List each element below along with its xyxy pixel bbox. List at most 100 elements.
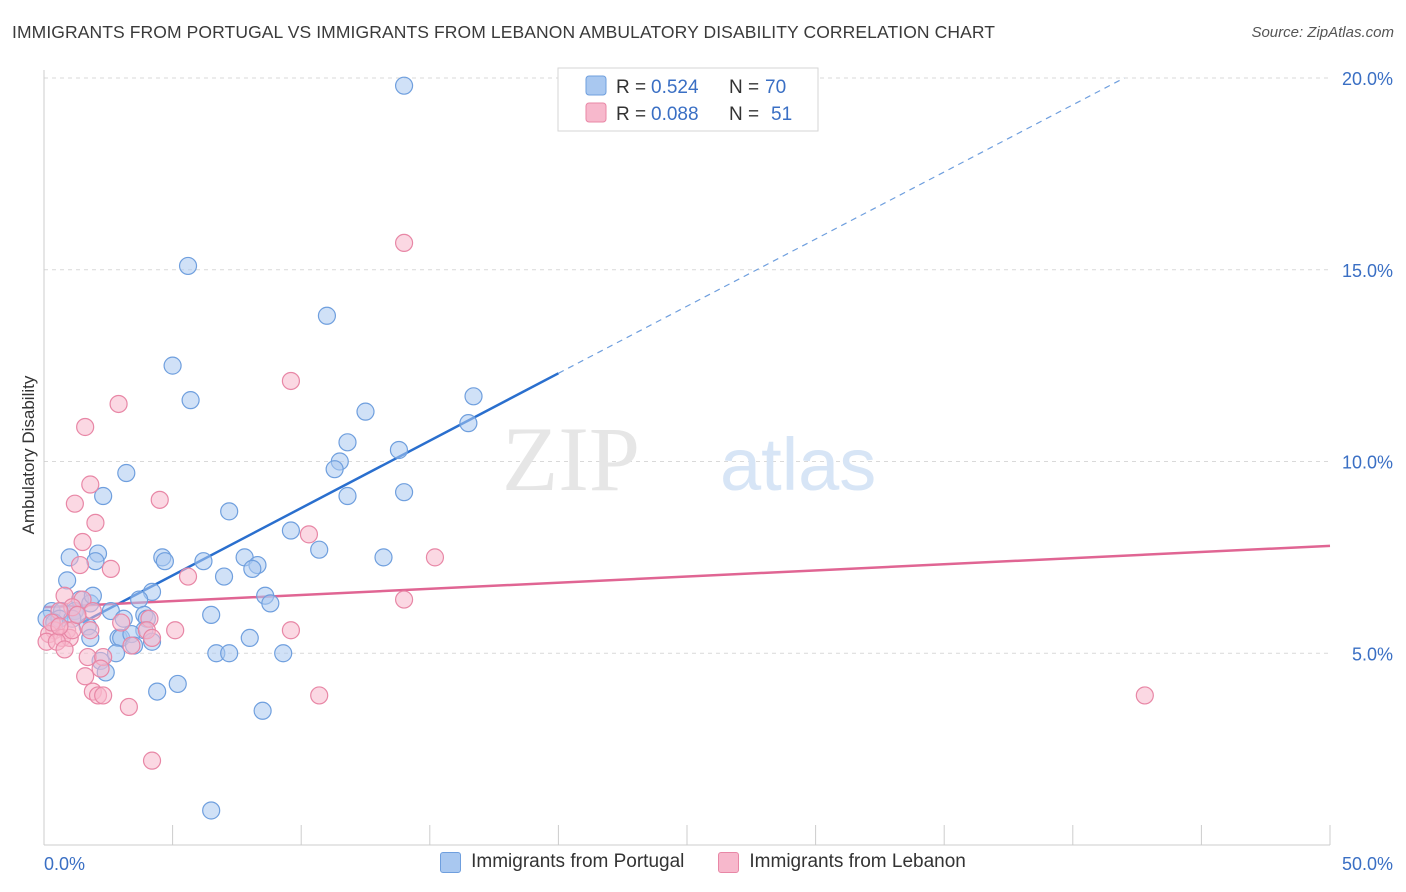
y-tick-label: 10.0% (1342, 453, 1393, 473)
point-portugal (117, 463, 136, 483)
watermark-zip: ZIP (502, 408, 640, 510)
point-lebanon (281, 621, 301, 640)
point-portugal (220, 502, 239, 521)
y-axis-label: Ambulatory Disability (19, 375, 38, 534)
point-lebanon (86, 513, 105, 532)
point-lebanon (122, 636, 141, 655)
point-lebanon (76, 417, 95, 437)
point-lebanon (119, 697, 138, 717)
legend-item-portugal: Immigrants from Portugal (440, 851, 684, 873)
point-portugal (168, 674, 187, 694)
point-portugal (214, 567, 234, 586)
x-tick-label: 50.0% (1342, 854, 1393, 874)
legend-label-portugal: Immigrants from Portugal (471, 851, 685, 872)
point-portugal (178, 256, 198, 276)
point-portugal (338, 486, 357, 506)
point-portugal (202, 801, 221, 820)
point-lebanon (1135, 686, 1154, 705)
point-lebanon (150, 490, 169, 509)
chart-title: IMMIGRANTS FROM PORTUGAL VS IMMIGRANTS F… (12, 22, 996, 42)
point-portugal (163, 356, 182, 375)
point-portugal (94, 486, 113, 506)
point-lebanon (394, 590, 414, 609)
trendline-portugal-extension (558, 77, 1125, 374)
trend-lines (43, 77, 1331, 624)
point-lebanon (166, 621, 185, 640)
point-portugal (202, 605, 221, 625)
point-lebanon (91, 659, 110, 678)
point-lebanon (81, 621, 100, 640)
y-tick-label: 15.0% (1342, 261, 1393, 281)
data-points (37, 76, 1154, 820)
point-portugal (194, 552, 213, 571)
x-tick-labels: 0.0% 50.0% (44, 854, 1393, 874)
point-lebanon (142, 751, 162, 770)
watermark-atlas: atlas (720, 423, 876, 506)
x-tick-label: 0.0% (44, 854, 85, 874)
point-lebanon (142, 628, 162, 648)
legend-swatch-portugal (585, 75, 607, 96)
point-lebanon (178, 567, 198, 586)
point-lebanon (109, 394, 128, 414)
point-lebanon (68, 605, 87, 625)
point-portugal (394, 483, 414, 502)
point-portugal (240, 628, 259, 648)
point-lebanon (101, 559, 120, 578)
point-portugal (58, 571, 77, 590)
point-portugal (155, 552, 174, 571)
point-lebanon (70, 555, 90, 575)
point-lebanon (76, 667, 95, 686)
legend-r-label: R = (616, 104, 646, 125)
point-portugal (310, 540, 329, 559)
point-portugal (261, 594, 280, 613)
trendline-portugal (81, 372, 559, 624)
legend-r-value: 0.524 (651, 77, 699, 98)
point-lebanon (73, 532, 92, 552)
point-portugal (464, 387, 483, 406)
point-portugal (389, 440, 409, 460)
point-lebanon (425, 548, 445, 567)
point-portugal (274, 644, 293, 663)
point-lebanon (310, 686, 329, 705)
point-lebanon (55, 640, 74, 659)
legend-swatch-portugal (440, 851, 462, 873)
legend-top: R = 0.524 N = 70 R = 0.088 N = 51 (557, 67, 819, 132)
point-portugal (317, 306, 337, 325)
grid-lines (44, 77, 1330, 654)
legend-item-lebanon: Immigrants from Lebanon (718, 851, 966, 873)
point-portugal (281, 521, 301, 540)
point-portugal (253, 701, 272, 720)
point-portugal (374, 548, 393, 567)
legend-n-label: N = (729, 77, 759, 98)
y-tick-labels: 5.0% 10.0% 15.0% 20.0% (1342, 69, 1393, 664)
watermark: ZIP atlas (502, 408, 876, 510)
point-lebanon (81, 475, 100, 494)
point-portugal (220, 644, 239, 663)
legend-r-label: R = (616, 77, 646, 98)
point-portugal (394, 76, 414, 95)
y-tick-label: 20.0% (1342, 69, 1393, 89)
legend-n-value: 70 (765, 77, 786, 98)
legend-swatch-lebanon (718, 851, 740, 873)
point-portugal (130, 590, 149, 609)
y-tick-label: 5.0% (1352, 644, 1393, 664)
point-portugal (325, 460, 344, 479)
legend-n-label: N = (729, 104, 759, 125)
point-lebanon (112, 613, 131, 632)
point-portugal (148, 682, 167, 701)
legend-swatch-lebanon (585, 102, 607, 123)
axes (43, 70, 1331, 846)
source-label: Source: ZipAtlas.com (1251, 24, 1394, 41)
point-lebanon (94, 686, 113, 705)
point-portugal (356, 402, 375, 421)
point-lebanon (83, 601, 102, 621)
point-lebanon (50, 617, 69, 636)
point-portugal (243, 559, 262, 578)
point-lebanon (394, 233, 414, 253)
point-portugal (86, 552, 105, 571)
point-portugal (181, 391, 200, 410)
point-portugal (459, 414, 478, 433)
legend-r-value: 0.088 (651, 104, 699, 125)
point-lebanon (65, 494, 84, 513)
